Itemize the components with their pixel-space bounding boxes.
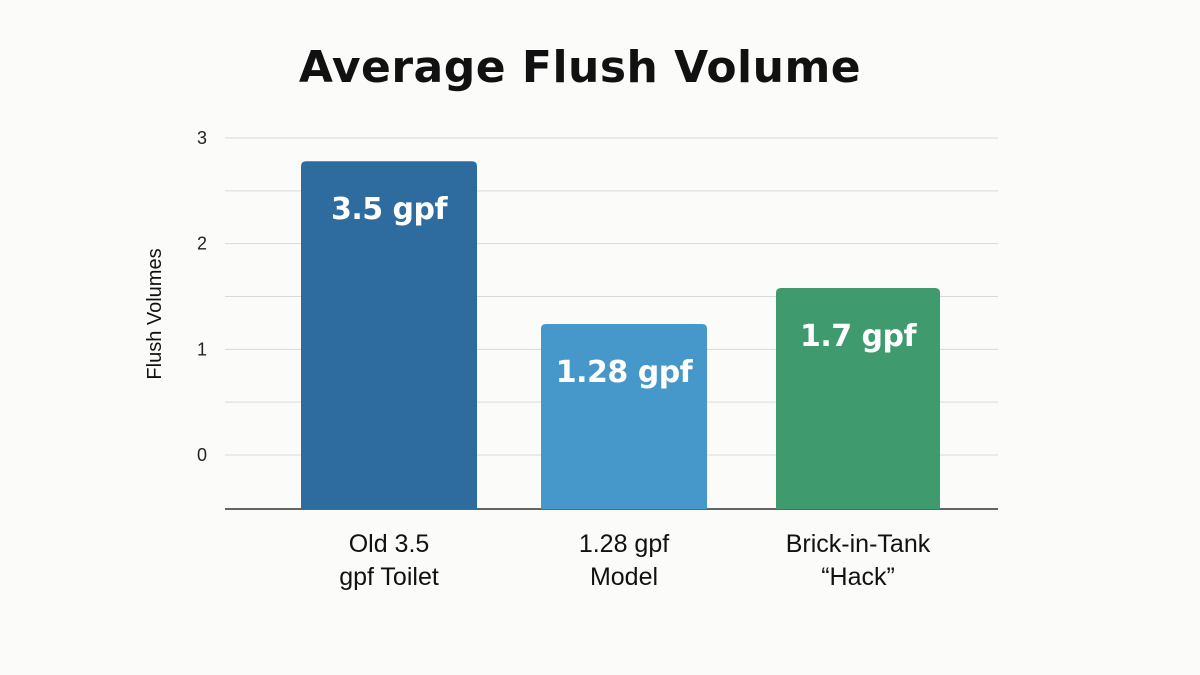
bar (776, 288, 940, 509)
x-tick-label: “Hack” (821, 563, 895, 591)
y-tick-label: 1 (197, 339, 207, 359)
x-tick-label: 1.28 gpf (579, 530, 669, 558)
bar (541, 323, 707, 509)
x-tick-label: Old 3.5 (349, 530, 430, 558)
y-tick-label: 0 (197, 445, 207, 465)
bar-value-label: 1.7 gpf (800, 319, 918, 354)
bar-value-label: 1.28 gpf (556, 355, 694, 390)
bar-value-label: 3.5 gpf (331, 192, 449, 227)
bar (301, 161, 477, 509)
y-tick-label: 3 (197, 128, 207, 148)
labels: 0 1 2 3 Flush Volumes 3.5 gpf Old 3.5 gpf Toile… (144, 128, 931, 591)
y-axis-title: Flush Volumes (144, 248, 166, 379)
x-tick-label: Brick-in-Tank (786, 530, 931, 558)
x-tick-label: gpf Toilet (339, 563, 439, 591)
chart-title: Average Flush Volume (298, 42, 862, 93)
bars (301, 161, 940, 509)
x-tick-label: Model (590, 563, 658, 591)
y-tick-label: 2 (197, 234, 207, 254)
